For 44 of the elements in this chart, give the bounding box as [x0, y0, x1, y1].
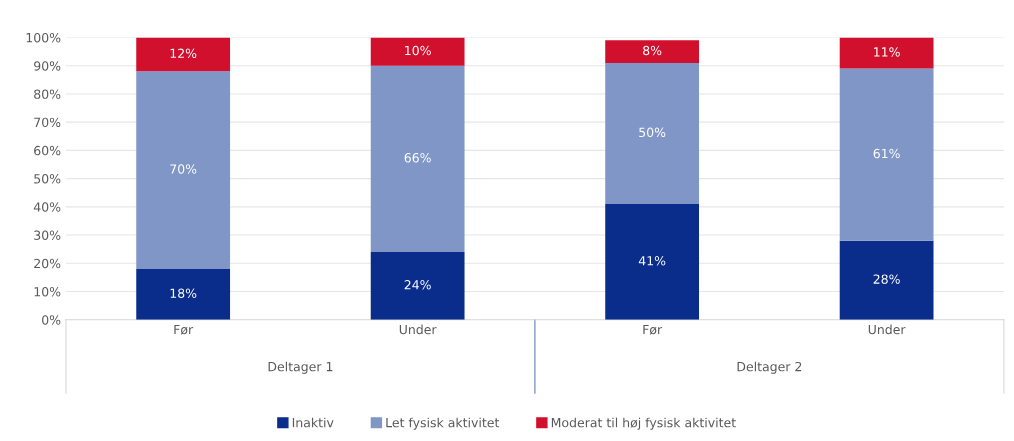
data-label: 41% [638, 256, 666, 266]
bar [136, 71, 231, 269]
text: Deltager 1 [268, 361, 333, 374]
x-tick-label: Før [643, 324, 663, 335]
y-tick-label: 100% [26, 32, 61, 43]
bar [605, 40, 700, 63]
data-label: 50% [639, 127, 666, 138]
data-label: 10% [405, 45, 431, 56]
y-tick-label: 70% [34, 117, 61, 128]
bar [136, 268, 231, 320]
y-tick-label: 20% [34, 258, 61, 269]
bar [839, 37, 934, 69]
data-label: 66% [404, 153, 431, 163]
bar [370, 37, 465, 66]
bar [605, 62, 700, 205]
y-tick-label: 50% [34, 174, 61, 184]
x-tick-label: Under [399, 324, 437, 335]
legend-label: Inaktiv [292, 417, 334, 428]
data-label: 61% [873, 148, 900, 159]
data-label: 11% [874, 47, 900, 57]
y-tick-label: 10% [34, 286, 61, 297]
legend-label: Let fysisk aktivitet [386, 417, 500, 430]
y-tick-label: 90% [34, 61, 61, 71]
bar [839, 240, 934, 320]
x-tick-label: Under [868, 324, 906, 335]
y-tick-label: 0% [42, 315, 61, 325]
text: Deltager 2 [737, 361, 802, 374]
y-tick-label: 30% [34, 230, 61, 240]
data-label: 8% [643, 45, 662, 56]
legend-label: Moderat til høj fysisk aktivitet [551, 417, 736, 430]
x-tick-label: Før [174, 324, 194, 335]
data-label: 12% [170, 48, 197, 59]
bar [370, 65, 465, 252]
bar [370, 251, 465, 320]
y-tick-label: 40% [33, 202, 61, 212]
bar [136, 37, 231, 72]
bar [839, 68, 934, 241]
data-label: 28% [873, 274, 900, 284]
bar [605, 204, 700, 320]
data-label: 24% [404, 280, 431, 290]
data-label: 70% [170, 164, 197, 174]
y-tick-label: 60% [34, 145, 61, 156]
y-tick-label: 80% [34, 89, 61, 99]
data-label: 18% [170, 288, 197, 298]
